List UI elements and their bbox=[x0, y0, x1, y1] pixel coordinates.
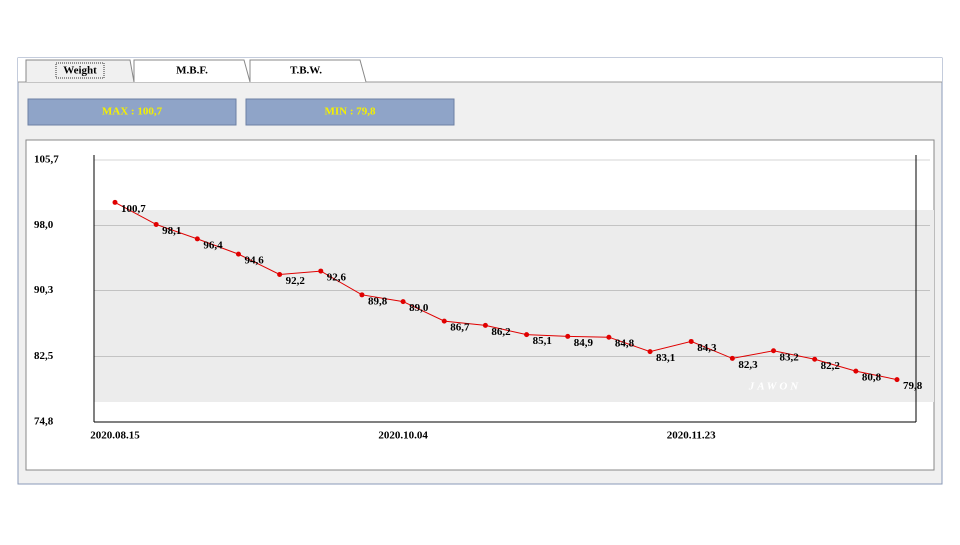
data-label: 84,8 bbox=[615, 338, 635, 350]
y-tick-label: 82,5 bbox=[34, 350, 54, 362]
x-tick-label: 2020.10.04 bbox=[378, 430, 428, 442]
data-point bbox=[277, 271, 283, 277]
tab[interactable] bbox=[25, 59, 135, 83]
data-label: 84,9 bbox=[574, 337, 594, 349]
data-point bbox=[524, 332, 530, 338]
data-label: 98,1 bbox=[162, 225, 181, 237]
data-point bbox=[235, 251, 241, 257]
tab-label[interactable]: Weight bbox=[63, 65, 97, 77]
tab[interactable] bbox=[133, 59, 251, 83]
data-label: 83,2 bbox=[780, 351, 800, 363]
max-box bbox=[27, 98, 237, 126]
data-point bbox=[482, 322, 488, 328]
data-point bbox=[112, 199, 118, 205]
focus-ring bbox=[55, 62, 105, 79]
data-label: 82,2 bbox=[821, 360, 841, 372]
data-point bbox=[771, 348, 777, 354]
y-tick-label: 105,7 bbox=[34, 154, 59, 166]
data-label: 96,4 bbox=[203, 239, 223, 251]
data-label: 83,1 bbox=[656, 352, 675, 364]
plot: 74,8 82,5 90,3 98,0 105,7 100,7 98,1 96,4 94,6 92… bbox=[34, 154, 930, 442]
y-tick-label: 90,3 bbox=[34, 284, 54, 296]
data-label: 82,3 bbox=[738, 359, 758, 371]
data-point bbox=[441, 318, 447, 324]
data-label: 84,3 bbox=[697, 342, 717, 354]
data-label: 86,2 bbox=[491, 326, 511, 338]
data-line bbox=[114, 201, 898, 381]
data-point bbox=[647, 349, 653, 355]
data-label: 92,2 bbox=[286, 275, 306, 287]
background-band bbox=[94, 210, 934, 402]
max-label: MAX : 100,7 bbox=[102, 106, 163, 118]
data-point bbox=[688, 338, 694, 344]
data-label: 100,7 bbox=[121, 203, 146, 215]
data-point bbox=[565, 333, 571, 339]
data-label: 86,7 bbox=[450, 322, 470, 334]
y-tick-label: 74,8 bbox=[34, 416, 54, 428]
data-label: 89,8 bbox=[368, 295, 388, 307]
data-label: 89,0 bbox=[409, 302, 429, 314]
data-label: 92,6 bbox=[327, 272, 347, 284]
data-point bbox=[194, 236, 200, 242]
x-tick-label: 2020.08.15 bbox=[90, 430, 140, 442]
data-point bbox=[606, 334, 612, 340]
data-label: 79,8 bbox=[903, 380, 923, 392]
data-point bbox=[729, 355, 735, 361]
watermark: JAWON bbox=[748, 381, 802, 393]
min-label: MIN : 79,8 bbox=[324, 106, 376, 118]
data-point bbox=[359, 292, 365, 298]
data-point bbox=[812, 356, 818, 362]
data-point bbox=[894, 377, 900, 383]
data-point bbox=[153, 221, 159, 227]
tab[interactable] bbox=[249, 59, 367, 83]
data-label: 94,6 bbox=[244, 255, 264, 267]
data-label: 80,8 bbox=[862, 372, 882, 384]
data-point bbox=[400, 299, 406, 305]
data-point bbox=[318, 268, 324, 274]
y-tick-label: 98,0 bbox=[34, 219, 54, 231]
data-label: 85,1 bbox=[533, 335, 552, 347]
data-point bbox=[853, 368, 859, 374]
x-tick-label: 2020.11.23 bbox=[667, 430, 716, 442]
min-box bbox=[245, 98, 455, 126]
tab-label[interactable]: M.B.F. bbox=[176, 65, 208, 77]
tab-label[interactable]: T.B.W. bbox=[290, 65, 322, 77]
